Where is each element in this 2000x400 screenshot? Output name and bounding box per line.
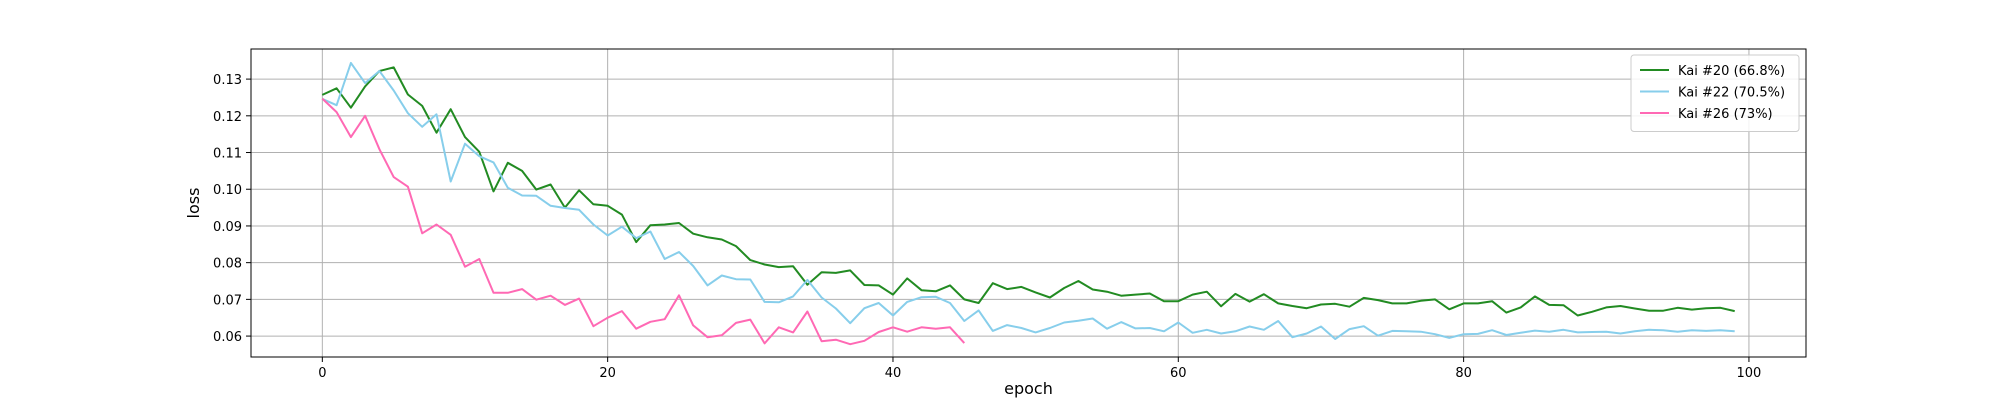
y-tick-label: 0.09 bbox=[213, 220, 242, 235]
legend-box bbox=[1630, 54, 1800, 132]
y-tick-label: 0.11 bbox=[213, 147, 242, 162]
axis-ticks: 0 20 40 60 80 100 0.06 0.07 0.08 0.09 0.10 0.11 0.12… bbox=[213, 73, 1761, 381]
y-tick-label: 0.08 bbox=[213, 257, 242, 272]
x-tick-label: 60 bbox=[1170, 366, 1187, 381]
series-lines bbox=[321, 61, 1735, 346]
y-tick-label: 0.10 bbox=[213, 183, 242, 198]
legend: Kai #20 (66.8%) Kai #22 (70.5%) Kai #26 (7… bbox=[1630, 54, 1800, 132]
x-tick-label: 40 bbox=[885, 366, 902, 381]
series-line-1 bbox=[321, 61, 1735, 340]
plot-frame bbox=[250, 48, 1807, 358]
series-line-2 bbox=[321, 97, 966, 346]
y-tick-label: 0.13 bbox=[213, 73, 242, 88]
y-tick-label: 0.06 bbox=[213, 330, 242, 345]
legend-label: Kai #22 (70.5%) bbox=[1678, 86, 1785, 101]
y-tick-label: 0.12 bbox=[213, 110, 242, 125]
series-line-0 bbox=[321, 66, 1735, 317]
legend-label: Kai #26 (73%) bbox=[1678, 107, 1773, 122]
x-tick-label: 100 bbox=[1737, 366, 1762, 381]
x-axis-label: epoch bbox=[1004, 379, 1053, 398]
x-tick-label: 80 bbox=[1455, 366, 1472, 381]
x-tick-label: 0 bbox=[318, 366, 326, 381]
y-tick-label: 0.07 bbox=[213, 293, 242, 308]
legend-label: Kai #20 (66.8%) bbox=[1678, 64, 1785, 79]
x-tick-label: 20 bbox=[599, 366, 616, 381]
y-axis-label: loss bbox=[184, 188, 203, 219]
